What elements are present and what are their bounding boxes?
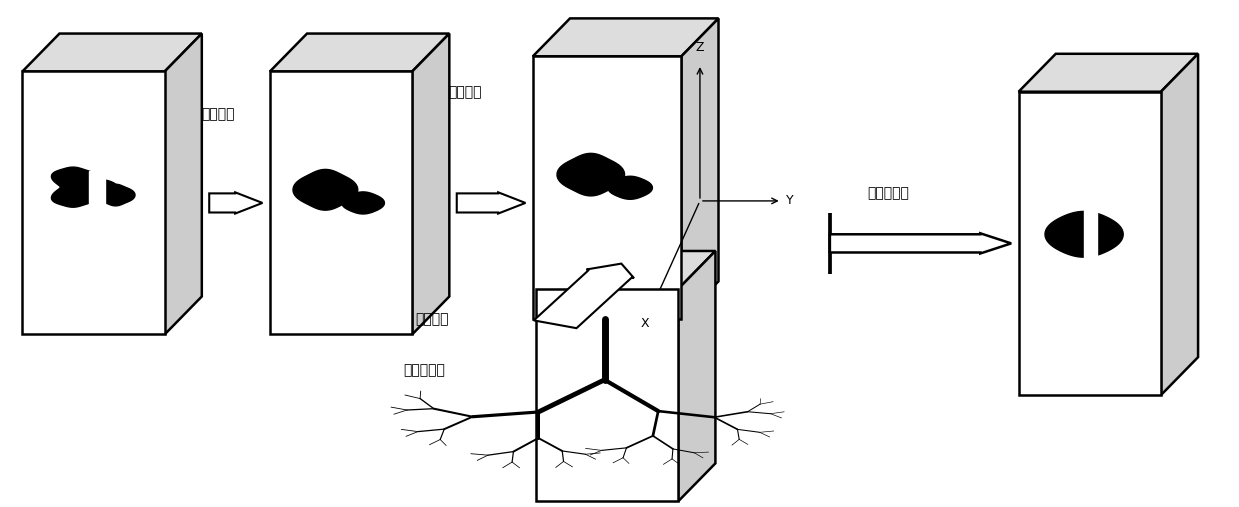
Text: 肺部分割: 肺部分割 xyxy=(201,107,234,122)
Polygon shape xyxy=(342,192,384,214)
Text: 血管分割: 血管分割 xyxy=(415,312,449,326)
Polygon shape xyxy=(681,18,719,319)
Polygon shape xyxy=(22,33,202,71)
Text: 肺叶段分割: 肺叶段分割 xyxy=(867,186,909,200)
Text: Y: Y xyxy=(786,194,794,207)
Polygon shape xyxy=(678,251,715,501)
Polygon shape xyxy=(89,171,105,235)
Text: X: X xyxy=(641,316,649,330)
Polygon shape xyxy=(165,33,202,335)
Polygon shape xyxy=(270,33,450,71)
Polygon shape xyxy=(558,153,624,196)
Polygon shape xyxy=(830,233,1011,254)
Polygon shape xyxy=(608,176,653,199)
Text: 构造血管树: 构造血管树 xyxy=(403,363,445,377)
Polygon shape xyxy=(1161,54,1198,395)
Polygon shape xyxy=(413,33,450,335)
Polygon shape xyxy=(536,251,715,289)
Polygon shape xyxy=(270,71,413,335)
Polygon shape xyxy=(457,192,525,213)
Polygon shape xyxy=(52,167,118,207)
Polygon shape xyxy=(534,264,634,328)
Polygon shape xyxy=(1044,211,1124,257)
Polygon shape xyxy=(292,169,358,210)
Polygon shape xyxy=(209,192,263,213)
Text: Z: Z xyxy=(695,41,704,54)
Polygon shape xyxy=(1084,189,1097,268)
Polygon shape xyxy=(97,184,135,206)
Polygon shape xyxy=(533,18,719,56)
Polygon shape xyxy=(1018,92,1161,395)
Text: 肺裂分割: 肺裂分割 xyxy=(449,85,482,99)
Polygon shape xyxy=(533,56,681,319)
Polygon shape xyxy=(536,289,678,501)
Polygon shape xyxy=(22,71,165,335)
Polygon shape xyxy=(1018,54,1198,92)
